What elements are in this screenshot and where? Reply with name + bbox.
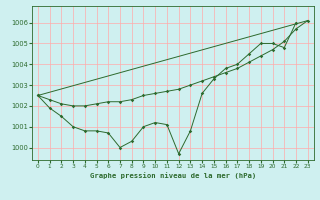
X-axis label: Graphe pression niveau de la mer (hPa): Graphe pression niveau de la mer (hPa) [90,172,256,179]
